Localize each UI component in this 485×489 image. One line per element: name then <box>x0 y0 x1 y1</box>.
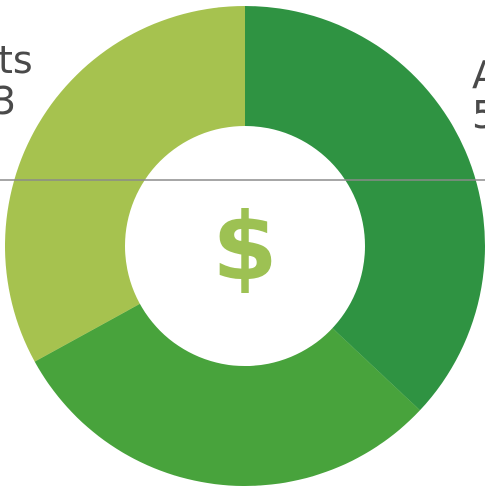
center-hole <box>125 126 365 366</box>
top-right-label-line1: A <box>472 53 485 97</box>
slice-0 <box>245 6 485 411</box>
top-left-label-line2: 3 <box>0 79 16 123</box>
dollar-sign: $ <box>212 193 277 302</box>
slice-1 <box>34 246 420 487</box>
top-left-label-line1: ts <box>0 38 33 82</box>
top-right-label-line2: 5 <box>472 93 485 137</box>
